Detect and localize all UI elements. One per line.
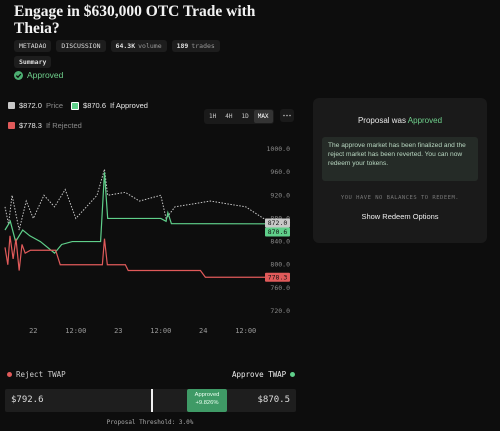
approve-dot <box>290 372 296 377</box>
trades-value: 189 <box>176 42 189 50</box>
legend-name: If Rejected <box>45 121 82 130</box>
range-button[interactable]: 1H <box>209 113 217 120</box>
y-tick-label: 800.0 <box>270 261 290 269</box>
tag[interactable]: DISCUSSION <box>56 40 106 52</box>
y-tick-label: 720.0 <box>270 307 290 315</box>
y-tick-label: 920.0 <box>270 191 290 199</box>
title: Engage in $630,000 OTC Trade with Theia? <box>14 3 256 37</box>
reject-twap-value: $792.6 <box>11 395 44 405</box>
legend-row-2: $778.3 If Rejected <box>8 121 82 130</box>
x-tick-label: 24 <box>199 327 207 335</box>
end-value-tag: 870.6 <box>265 227 290 237</box>
y-tick-label: 1000.0 <box>267 145 291 153</box>
badge-delta: +9.826% <box>195 400 219 406</box>
panel-title: Proposal was Approved <box>313 116 487 125</box>
end-value-bg <box>265 227 290 237</box>
x-tick-label: 23 <box>114 327 122 335</box>
status-icon <box>14 70 23 80</box>
x-tick-label: 12:00 <box>150 327 171 335</box>
trades: 189 trades <box>171 40 220 52</box>
range-button[interactable]: MAX <box>253 110 273 123</box>
volume-value: 64.3K <box>115 42 136 50</box>
legend-value: $870.6 <box>83 101 106 110</box>
range-selector: 1H 4H 1D MAX <box>204 109 274 124</box>
end-value-bg <box>265 272 290 282</box>
range-button[interactable]: 4H <box>225 113 233 120</box>
more-icon <box>283 114 291 117</box>
approval-badge: Approved +9.826% <box>187 389 227 412</box>
price-chart: 720.0 760.0 800.0 840.0 880.0 920.0 960.0 1000.… <box>4 145 291 335</box>
approve-twap-value: $870.5 <box>257 395 290 405</box>
end-value-tag: 872.0 <box>265 218 290 228</box>
approve-twap-text: Approve TWAP <box>232 370 287 379</box>
x-tick-label: 22 <box>29 327 37 335</box>
y-tick-label: 880.0 <box>270 214 290 222</box>
legend-item: $778.3 If Rejected <box>8 121 82 130</box>
series-line <box>4 235 290 278</box>
more-button[interactable] <box>280 109 294 122</box>
end-value-tag: 778.3 <box>265 272 290 282</box>
legend-swatch <box>8 122 15 129</box>
panel-title-prefix: Proposal was <box>357 116 406 125</box>
approve-twap-label: Approve TWAP <box>232 370 296 379</box>
legend-item: $872.0 Price <box>8 101 63 110</box>
end-value-label: 870.6 <box>268 228 288 236</box>
end-value-label: 872.0 <box>268 219 288 227</box>
legend-swatch <box>71 101 80 110</box>
y-tick-label: 840.0 <box>270 238 290 246</box>
threshold-text: Proposal Threshold: 3.0% <box>106 419 194 426</box>
volume-label: volume <box>138 42 162 50</box>
y-tick-label: 760.0 <box>270 284 290 292</box>
summary-text: Summary <box>19 58 47 66</box>
tag-text: METADAO <box>19 42 47 50</box>
twap-bar: $792.6 $870.5 Approved +9.826% <box>5 389 296 412</box>
legend-swatch <box>8 102 15 109</box>
x-tick-label: 12:00 <box>65 327 86 335</box>
panel-message: The approve market has been finalized an… <box>322 137 478 181</box>
status-text: Approved <box>27 70 64 80</box>
x-tick-label: 12:00 <box>235 327 256 335</box>
tag[interactable]: METADAO <box>14 40 52 52</box>
legend-item: $870.6 If Approved <box>71 101 148 110</box>
volume: 64.3K volume <box>110 40 167 52</box>
series-line <box>4 172 291 254</box>
redeem-button[interactable]: Show Redeem Options <box>361 212 439 221</box>
threshold-marker <box>151 389 153 412</box>
legend-name: Price <box>45 101 64 110</box>
reject-twap-text: Reject TWAP <box>16 370 66 379</box>
series-line <box>4 169 291 231</box>
reject-dot <box>7 372 12 377</box>
reject-twap-label: Reject TWAP <box>7 370 66 379</box>
tag-text: DISCUSSION <box>61 42 101 50</box>
balances-note: YOU HAVE NO BALANCES TO REDEEM. <box>340 195 460 201</box>
panel-title-status: Approved <box>407 116 443 125</box>
end-value-bg <box>265 218 290 228</box>
status: Approved <box>14 70 63 80</box>
summary-button[interactable]: Summary <box>14 56 52 68</box>
legend-row-1: $872.0 Price $870.6 If Approved <box>8 101 148 110</box>
range-button[interactable]: 1D <box>241 113 249 120</box>
y-tick-label: 960.0 <box>270 168 290 176</box>
legend-name: If Approved <box>110 101 148 110</box>
badge-status: Approved <box>194 392 220 398</box>
tag-row: METADAO DISCUSSION 64.3K volume 189 trades <box>14 40 220 52</box>
trades-label: trades <box>191 42 215 50</box>
legend-value: $872.0 <box>19 101 42 110</box>
end-value-label: 778.3 <box>268 273 288 281</box>
legend-value: $778.3 <box>19 121 42 130</box>
proposal-panel: Proposal was Approved The approve market… <box>313 98 487 243</box>
